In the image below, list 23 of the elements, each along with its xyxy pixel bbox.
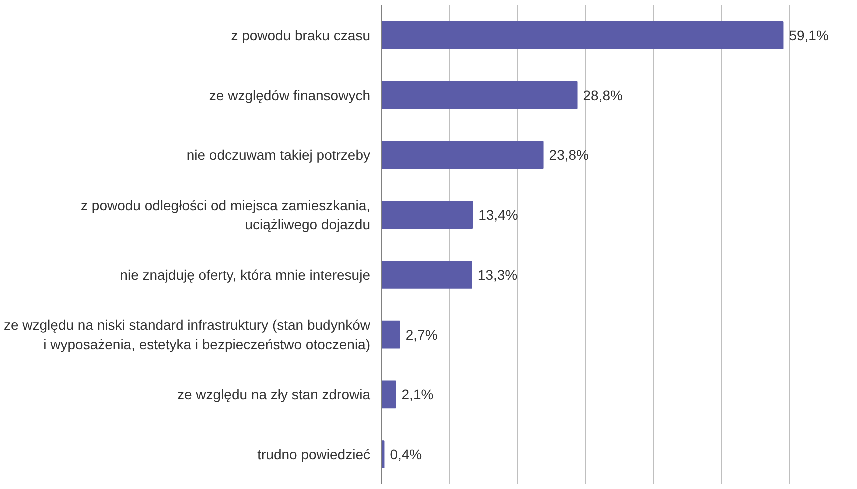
bar xyxy=(382,380,396,409)
bar xyxy=(382,141,544,170)
y-tick-label: nie odczuwam takiej potrzeby xyxy=(186,147,371,164)
y-tick-label: z powodu braku czasu xyxy=(231,27,371,44)
y-tick-label: ze względu na niski standard infrastruktury (stan budynków i wyposażenia, estetyka i bezpieczeństwo otoczenia) xyxy=(4,317,372,352)
data-label: 2,1% xyxy=(402,386,434,403)
data-label: 59,1% xyxy=(789,27,829,44)
y-tick-label: trudno powiedzieć xyxy=(258,446,371,463)
data-label: 2,7% xyxy=(406,326,438,343)
bar xyxy=(382,81,578,110)
bar xyxy=(382,201,474,230)
y-tick-label: nie znajduję oferty, która mnie interesuje xyxy=(120,266,371,283)
data-label: 0,4% xyxy=(390,446,422,463)
y-tick-label: ze względu na zły stan zdrowia xyxy=(178,386,371,403)
bar xyxy=(382,21,784,50)
bar xyxy=(382,260,472,289)
data-label: 23,8% xyxy=(549,147,589,164)
y-tick-label: z powodu odległości od miejsca zamieszkania, uciążliwego dojazdu xyxy=(81,197,371,233)
y-tick-label: ze względów finansowych xyxy=(209,87,371,104)
data-label: 13,3% xyxy=(478,266,518,283)
data-label: 13,4% xyxy=(478,207,518,224)
bar xyxy=(382,320,400,349)
data-label: 28,8% xyxy=(583,87,623,104)
